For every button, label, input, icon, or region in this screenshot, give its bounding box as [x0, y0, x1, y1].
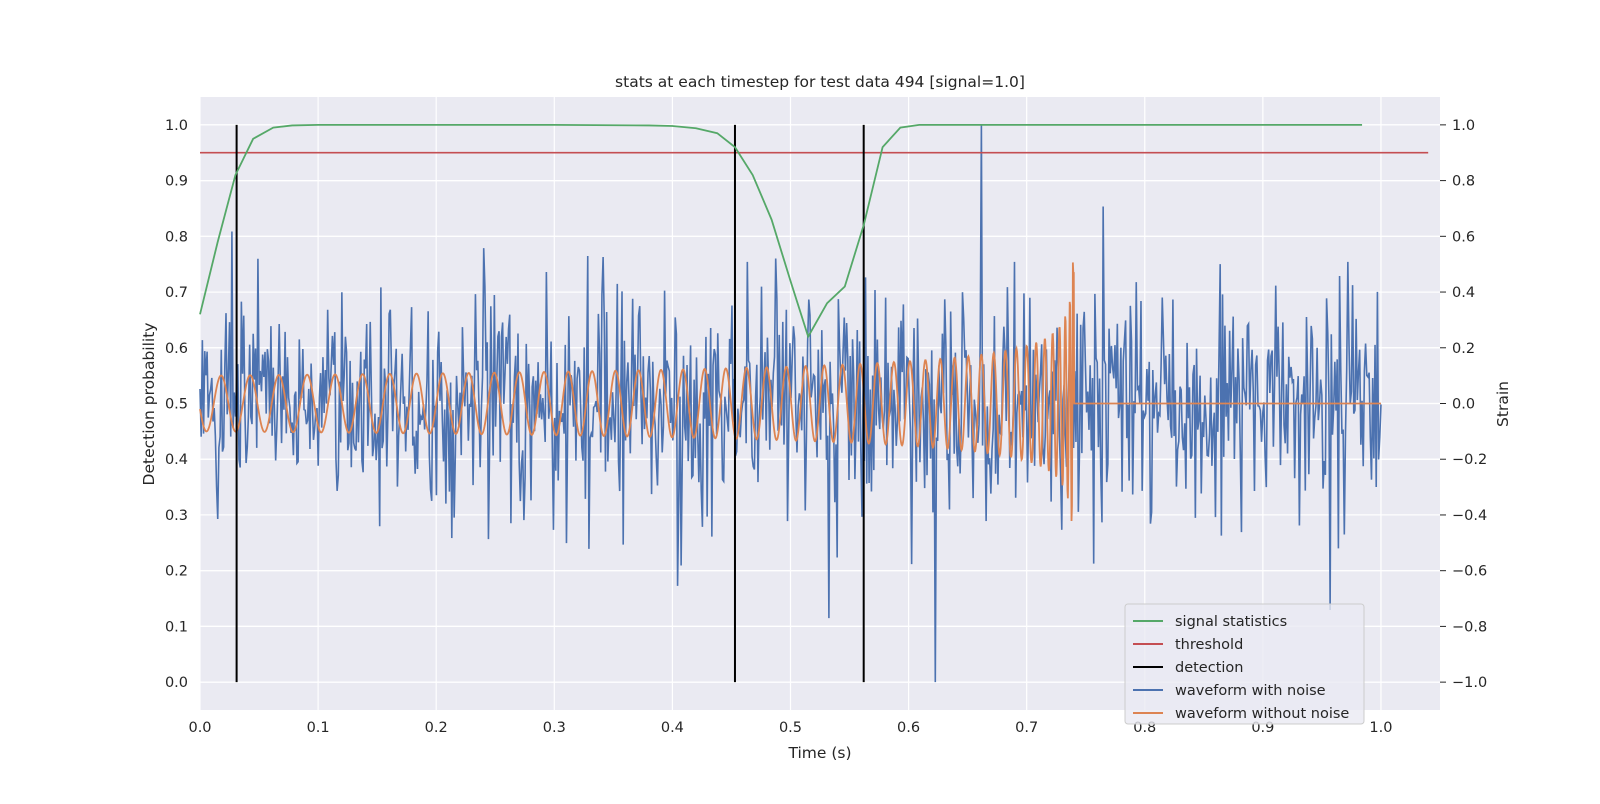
x-tick-label: 0.6 — [897, 720, 920, 736]
legend: signal statistics threshold detection wavef… — [1124, 603, 1365, 725]
y-right-tick-label: 0.6 — [1452, 229, 1475, 245]
legend-label: waveform with noise — [1175, 683, 1326, 699]
x-tick-label: 0.7 — [1015, 720, 1038, 736]
x-tick-label: 0.3 — [543, 720, 566, 736]
y-left-tick-label: 0.0 — [165, 675, 188, 691]
waveform-without-noise-line — [199, 262, 1381, 522]
y-left-tick-label: 0.2 — [165, 564, 188, 580]
y-left-tick-label: 0.8 — [165, 229, 188, 245]
x-tick-label: 0.2 — [425, 720, 448, 736]
legend-label: signal statistics — [1175, 614, 1287, 630]
x-tick-label: 0.4 — [661, 720, 684, 736]
legend-label: detection — [1175, 660, 1243, 676]
y-axis-right-title: Strain — [1494, 381, 1512, 427]
y-right-tick-label: 0.8 — [1452, 174, 1475, 190]
chart-title: stats at each timestep for test data 494… — [615, 73, 1025, 91]
x-tick-label: 0.0 — [188, 720, 211, 736]
x-tick-label: 0.5 — [779, 720, 802, 736]
y-left-tick-label: 0.4 — [165, 452, 188, 468]
y-left-tick-label: 0.3 — [165, 508, 188, 524]
y-right-tick-label: 1.0 — [1452, 118, 1475, 134]
legend-frame — [1124, 603, 1365, 725]
y-right-tick-label: −0.6 — [1452, 564, 1487, 580]
y-axis-right-ticks: −1.0 −0.8 −0.6 −0.4 −0.2 0.0 0.2 0.4 0.6 0.8 1.0 — [1440, 118, 1487, 691]
y-left-tick-label: 0.9 — [165, 174, 188, 190]
x-tick-label: 0.1 — [307, 720, 330, 736]
y-right-tick-label: −0.8 — [1452, 619, 1487, 635]
y-left-tick-label: 0.1 — [165, 619, 188, 635]
y-left-tick-label: 0.5 — [165, 397, 188, 413]
y-left-tick-label: 1.0 — [165, 118, 188, 134]
y-left-tick-label: 0.6 — [165, 341, 188, 357]
y-right-tick-label: 0.4 — [1452, 285, 1475, 301]
y-axis-left-ticks: 0.0 0.1 0.2 0.3 0.4 0.5 0.6 0.7 0.8 0.9 1.0 — [165, 118, 188, 691]
legend-label: threshold — [1175, 637, 1243, 653]
x-axis-ticks: 0.0 0.1 0.2 0.3 0.4 0.5 0.6 0.7 0.8 0.9 1.0 — [188, 720, 1392, 736]
y-right-tick-label: 0.2 — [1452, 341, 1475, 357]
series-layer — [199, 123, 1429, 683]
legend-label: waveform without noise — [1175, 706, 1349, 722]
y-axis-left-title: Detection probability — [140, 323, 158, 486]
waveform-with-noise-line — [199, 124, 1382, 683]
x-tick-label: 1.0 — [1369, 720, 1392, 736]
y-right-tick-label: −0.2 — [1452, 452, 1487, 468]
signal-statistics-line — [199, 123, 1363, 339]
y-left-tick-label: 0.7 — [165, 285, 188, 301]
y-right-tick-label: −0.4 — [1452, 508, 1487, 524]
y-right-tick-label: −1.0 — [1452, 675, 1487, 691]
y-right-tick-label: 0.0 — [1452, 397, 1475, 413]
x-axis-title: Time (s) — [787, 744, 851, 762]
